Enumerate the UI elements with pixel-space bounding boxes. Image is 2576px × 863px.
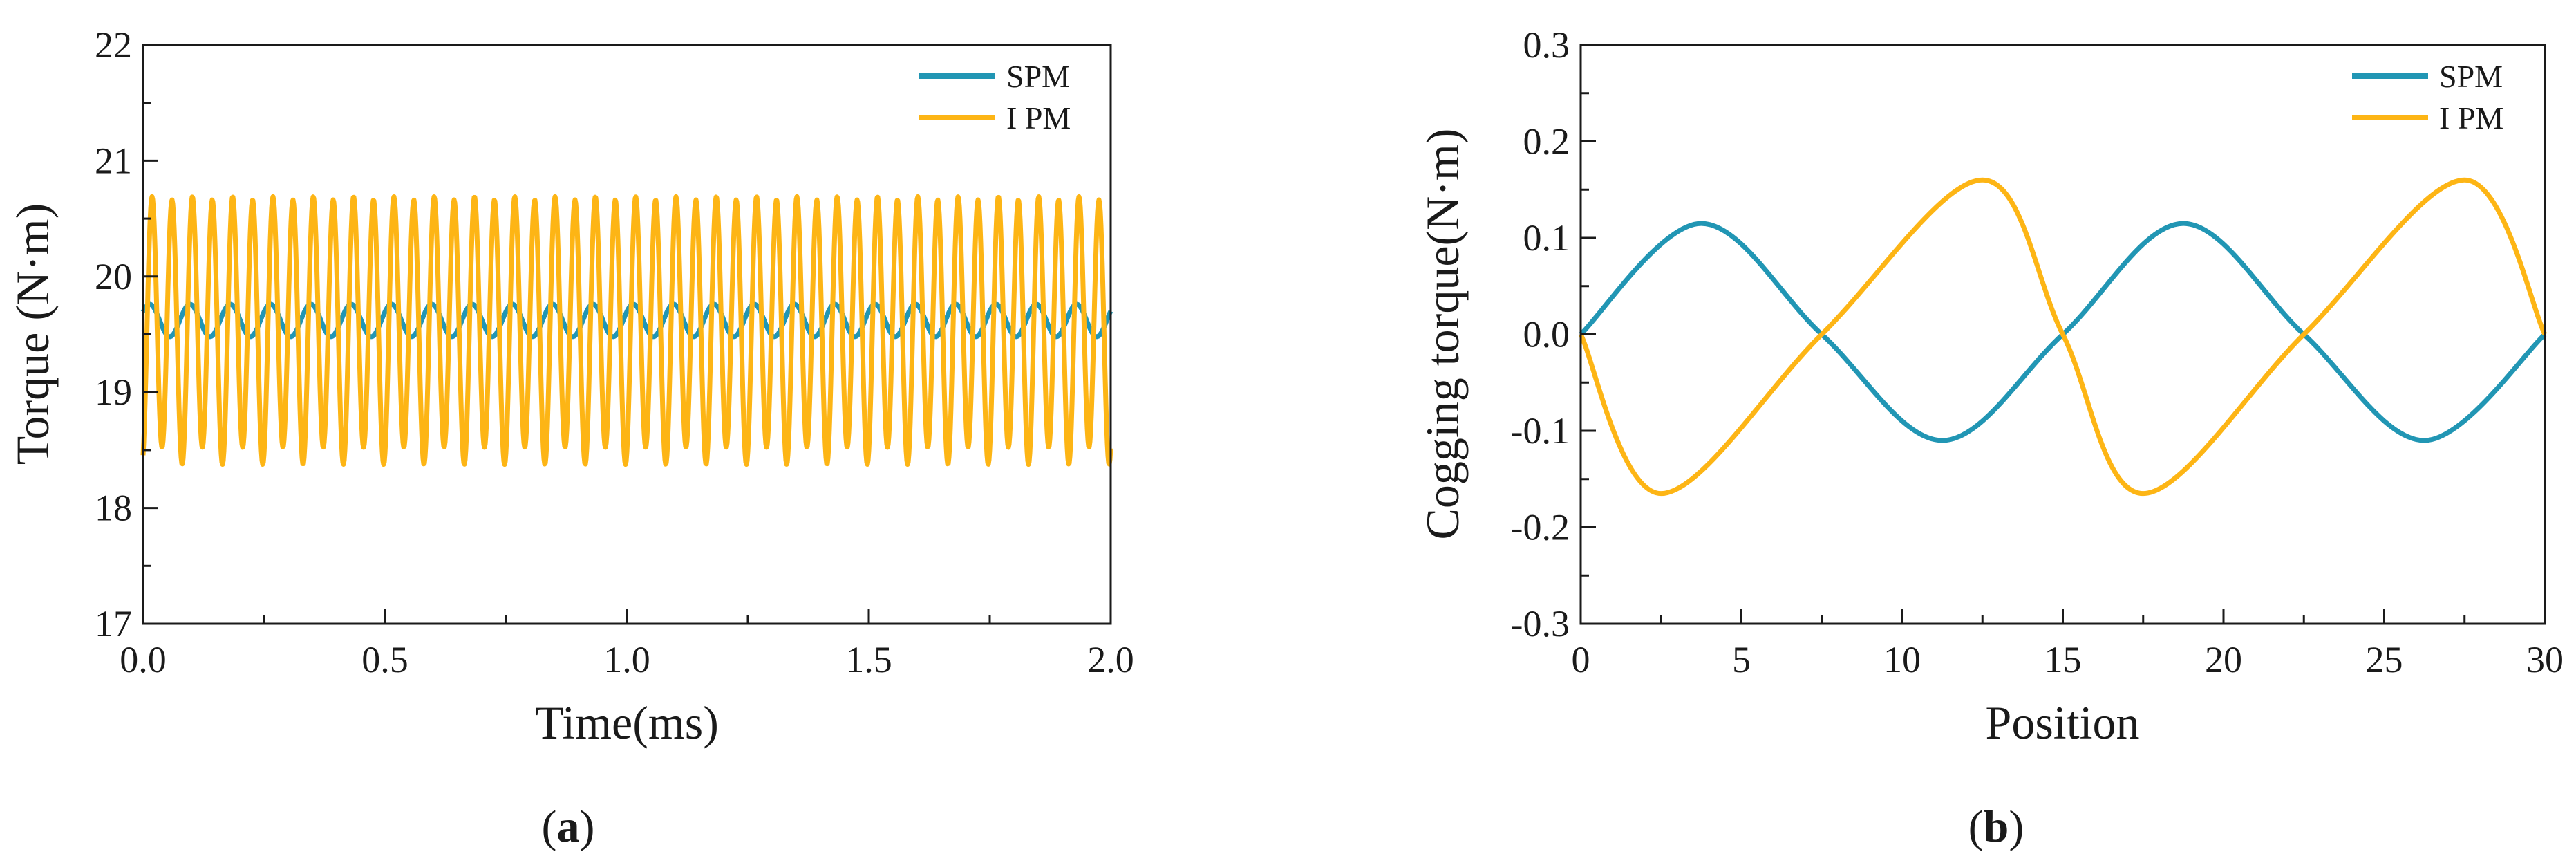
panel-label-a-close: ) [580, 801, 595, 852]
axis-ticks-a: 0.0 0.5 1.0 1.5 2.0 17 18 19 20 21 22 [95, 24, 1134, 680]
legend-label-ipm-b: I PM [2439, 100, 2503, 136]
axis-ticks-b: 0 5 10 15 20 25 30 -0.3 -0.2 -0.1 0.0 0.1 0.2 0.3 [1511, 24, 2564, 680]
panel-label-a-letter: a [557, 801, 580, 852]
panel-label-a-open: ( [542, 801, 557, 852]
x-tick-label-b: 10 [1883, 639, 1921, 680]
plot-area-series-b [1578, 177, 2548, 497]
series-line-spm-a [140, 301, 1113, 340]
x-axis-title-b: Position [1986, 696, 2140, 749]
x-tick-label-b: 0 [1572, 639, 1590, 680]
plot-area-series-a [140, 194, 1113, 467]
x-tick-label-b: 20 [2205, 639, 2242, 680]
chart-panel-b: 0 5 10 15 20 25 30 -0.3 -0.2 -0.1 0.0 0.1 0.2 0.3 Pos… [1416, 24, 2564, 852]
x-tick-label-a: 1.0 [603, 639, 650, 680]
x-tick-label-a: 0.5 [361, 639, 408, 680]
y-axis-title-b: Cogging torque(N·m) [1416, 129, 1469, 540]
panel-label-a: (a) [542, 801, 595, 852]
y-tick-label-b: 0.0 [1523, 314, 1570, 355]
y-tick-label-a: 18 [95, 488, 132, 529]
y-tick-label-b: -0.3 [1511, 603, 1570, 644]
x-tick-label-a: 2.0 [1087, 639, 1134, 680]
legend-label-spm-a: SPM [1006, 59, 1070, 94]
x-tick-label-b: 15 [2044, 639, 2082, 680]
panel-label-b-close: ) [2009, 801, 2024, 852]
y-tick-label-a: 19 [95, 371, 132, 413]
y-tick-label-a: 22 [95, 24, 132, 66]
y-axis-title-a: Torque (N·m) [6, 203, 59, 465]
legend-b: SPM I PM [2352, 59, 2503, 136]
y-tick-label-b: 0.2 [1523, 121, 1570, 163]
x-tick-label-b: 5 [1732, 639, 1751, 680]
x-tick-label-a: 1.5 [845, 639, 892, 680]
y-tick-label-a: 20 [95, 256, 132, 297]
y-tick-label-a: 17 [95, 603, 132, 644]
legend-label-spm-b: SPM [2439, 59, 2503, 94]
panel-label-b-letter: b [1984, 801, 2009, 852]
y-tick-label-b: -0.1 [1511, 410, 1570, 452]
chart-panel-a: 0.0 0.5 1.0 1.5 2.0 17 18 19 20 21 22 Time(ms) Tor… [6, 24, 1134, 852]
series-line-ipm-a [140, 194, 1113, 467]
x-tick-label-a: 0.0 [120, 639, 167, 680]
legend-a: SPM I PM [919, 59, 1071, 136]
legend-label-ipm-a: I PM [1006, 100, 1071, 136]
x-tick-label-b: 30 [2526, 639, 2564, 680]
y-tick-label-b: 0.1 [1523, 217, 1570, 259]
y-tick-label-b: -0.2 [1511, 507, 1570, 548]
y-tick-label-a: 21 [95, 140, 132, 181]
panel-label-b-open: ( [1968, 801, 1984, 852]
x-axis-title-a: Time(ms) [535, 696, 719, 749]
y-tick-label-b: 0.3 [1523, 24, 1570, 66]
panel-label-b: (b) [1968, 801, 2024, 852]
series-line-ipm-b [1578, 177, 2548, 497]
x-tick-label-b: 25 [2366, 639, 2403, 680]
